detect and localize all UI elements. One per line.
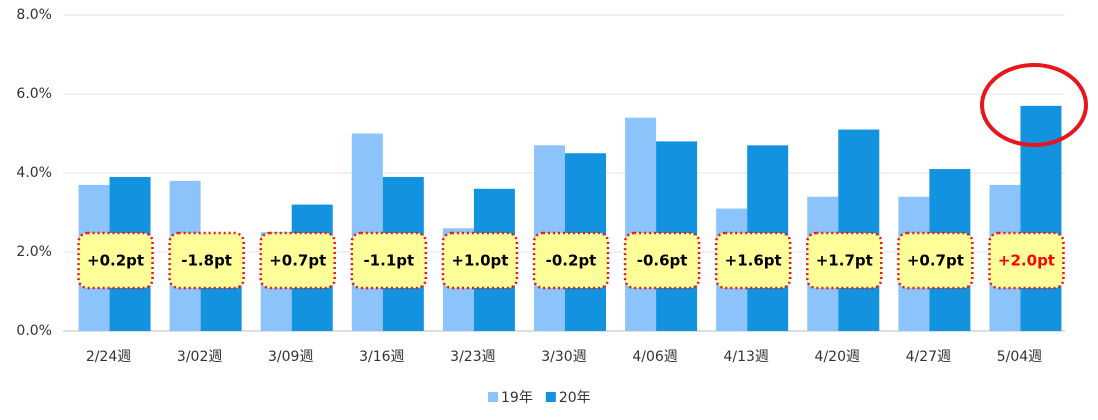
y-tick-label: 2.0%: [16, 244, 52, 260]
annotation-label: -0.6pt: [637, 252, 688, 270]
y-tick-label: 4.0%: [16, 165, 52, 181]
annotation-label: +1.7pt: [816, 252, 873, 270]
annotation-box: [77, 231, 154, 290]
annotations: +0.2pt -1.8pt +0.7pt -1.1pt +1.0pt -0.2pt -0.6…: [77, 231, 1065, 290]
x-tick-label: 5/04週: [997, 349, 1042, 365]
annotation-label: +1.0pt: [451, 252, 508, 270]
annotation-box: [623, 231, 701, 290]
bar: [625, 117, 657, 331]
y-tick-label: 8.0%: [16, 7, 52, 23]
annotation-label: +0.7pt: [907, 252, 964, 270]
annotation-box: [350, 231, 428, 290]
annotation-box: [259, 231, 336, 290]
x-tick-label: 3/23週: [450, 349, 495, 365]
y-tick-label: 6.0%: [16, 86, 52, 102]
annotation-box: [532, 231, 610, 290]
x-tick-label: 4/13週: [723, 349, 768, 365]
legend-swatch: [545, 392, 556, 402]
annotation-box: [714, 231, 792, 290]
bars: [78, 105, 1062, 331]
x-tick-label: 4/27週: [906, 349, 951, 365]
annotation-label: +0.2pt: [87, 252, 144, 270]
grid: 0.0% 2.0% 4.0% 6.0% 8.0% 2/24週 3/02週 3/09週 3/16週…: [16, 7, 1065, 365]
legend-swatch: [488, 392, 498, 402]
x-tick-label: 3/30週: [541, 349, 586, 365]
y-tick-label: 0.0%: [16, 323, 52, 339]
x-tick-label: 3/02週: [177, 349, 222, 365]
x-tick-label: 3/09週: [268, 349, 313, 365]
annotation-box: [441, 231, 519, 290]
bar: [838, 129, 880, 331]
legend-label: 19年: [501, 390, 533, 406]
annotation-label: -0.2pt: [546, 252, 597, 270]
annotation-label: -1.1pt: [363, 252, 414, 270]
legend-label: 20年: [559, 390, 591, 406]
annotation-label: +0.7pt: [269, 252, 326, 270]
annotation-label: +2.0pt: [998, 252, 1055, 270]
x-tick-label: 4/06週: [632, 349, 677, 365]
x-tick-label: 2/24週: [86, 349, 131, 365]
legend: 19年 20年: [488, 390, 591, 406]
annotation-label: +1.6pt: [725, 252, 782, 270]
annotation-label: -1.8pt: [181, 252, 232, 270]
x-tick-label: 4/20週: [815, 349, 860, 365]
x-tick-label: 3/16週: [359, 349, 404, 365]
highlight-circle: [980, 63, 1088, 147]
annotation-box: [168, 231, 245, 290]
annotation-box: [806, 231, 883, 290]
annotation-box: [897, 231, 974, 290]
annotation-box: [988, 231, 1065, 290]
